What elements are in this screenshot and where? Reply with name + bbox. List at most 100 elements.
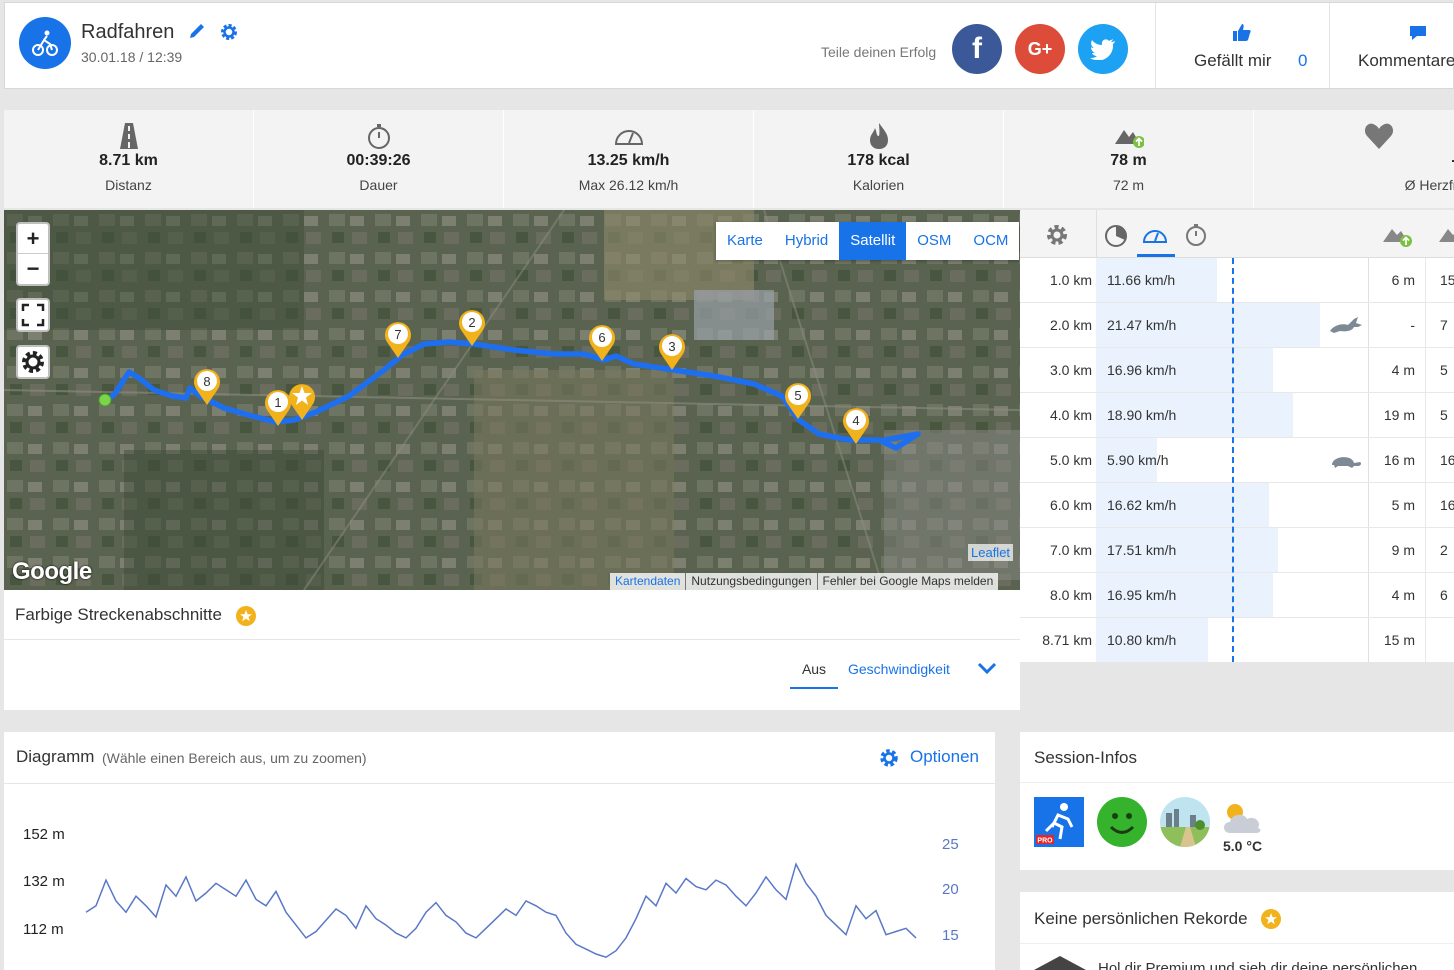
map-type-hybrid[interactable]: Hybrid xyxy=(784,232,829,249)
googleplus-share-button[interactable]: G+ xyxy=(1015,24,1065,74)
route-marker[interactable]: 6 xyxy=(586,321,618,363)
records-promo-text: Hol dir Premium und sieh dir deine persö… xyxy=(1098,960,1418,970)
stat-value: 13.25 km/h xyxy=(587,152,670,169)
map-settings-button[interactable] xyxy=(16,345,50,379)
split-elevation: 16 m xyxy=(1383,452,1415,468)
cycling-icon xyxy=(19,17,71,69)
activity-header: Radfahren 30.01.18 / 12:39 Teile deinen … xyxy=(4,2,1454,89)
stat-value: 78 m xyxy=(1110,152,1147,169)
premium-crown-icon xyxy=(1034,956,1086,970)
flame-icon xyxy=(864,122,894,150)
like-label: Gefällt mir xyxy=(1194,51,1272,70)
route-map[interactable]: 1 2 3 4 5 6 7 8 + − Karte Hybrid Satelli… xyxy=(4,210,1020,590)
route-marker[interactable]: 8 xyxy=(191,365,223,407)
speedometer-icon[interactable] xyxy=(1142,224,1168,246)
heart-icon xyxy=(1364,122,1394,150)
splits-table: 1.0 km 11.66 km/h 6 m 15 2.0 km 21.47 km/h -7 3… xyxy=(1020,210,1454,662)
rabbit-icon xyxy=(1330,317,1362,333)
leaflet-link[interactable]: Leaflet xyxy=(968,544,1014,561)
route-marker[interactable]: 1 xyxy=(262,386,294,428)
stopwatch-icon[interactable] xyxy=(1184,223,1208,247)
zoom-in-button[interactable]: + xyxy=(18,224,48,254)
y-axis-right-tick: 25 xyxy=(942,836,959,853)
y-axis-right-tick: 15 xyxy=(942,927,959,944)
stat-label: Distanz xyxy=(105,177,152,193)
split-speed-bar xyxy=(1096,573,1273,617)
segment-option-speed[interactable]: Geschwindigkeit xyxy=(848,661,950,677)
comments-label: Kommentare xyxy=(1358,51,1454,70)
map-type-satellit[interactable]: Satellit xyxy=(839,222,907,260)
segment-option-off[interactable]: Aus xyxy=(790,661,838,689)
terms-link[interactable]: Nutzungsbedingungen xyxy=(685,573,816,590)
colored-segments-panel: Farbige Streckenabschnitte Aus Geschwind… xyxy=(4,590,1020,710)
svg-text:2: 2 xyxy=(468,315,475,330)
svg-text:6: 6 xyxy=(598,330,605,345)
chevron-down-icon[interactable] xyxy=(976,660,998,676)
split-distance: 6.0 km xyxy=(1049,497,1092,513)
split-speed: 11.66 km/h xyxy=(1107,272,1176,288)
zoom-out-button[interactable]: − xyxy=(26,256,40,281)
like-button[interactable]: Gefällt mir 0 xyxy=(1155,3,1329,88)
facebook-share-button[interactable]: f xyxy=(952,24,1002,74)
route-marker[interactable]: 4 xyxy=(840,404,872,446)
stat-label: Kalorien xyxy=(852,177,905,193)
route-marker[interactable]: 5 xyxy=(782,379,814,421)
elevation-down-icon[interactable] xyxy=(1438,222,1454,248)
route-marker[interactable]: 2 xyxy=(456,306,488,348)
split-distance: 4.0 km xyxy=(1049,407,1092,423)
split-speed-bar xyxy=(1096,393,1293,437)
split-elevation-down xyxy=(1425,618,1454,662)
premium-star-icon xyxy=(1261,909,1281,929)
split-distance: 5.0 km xyxy=(1049,452,1092,468)
satellite-background xyxy=(4,210,1020,590)
stat-label: Max 26.12 km/h xyxy=(578,177,679,193)
split-distance: 1.0 km xyxy=(1049,272,1092,288)
split-row: 1.0 km 11.66 km/h 6 m 15 xyxy=(1020,258,1454,303)
split-elevation-down: 5 xyxy=(1425,348,1454,392)
stat-value: 178 kcal xyxy=(847,152,910,169)
y-axis-left-tick: 112 m xyxy=(23,921,64,938)
report-error-link[interactable]: Fehler bei Google Maps melden xyxy=(816,573,999,590)
gear-icon[interactable] xyxy=(219,22,239,42)
diagram-subtitle: (Wähle einen Bereich aus, um zu zoomen) xyxy=(102,750,367,766)
split-elevation: 19 m xyxy=(1383,407,1415,423)
comments-button[interactable]: Kommentare xyxy=(1329,3,1454,88)
twitter-share-button[interactable] xyxy=(1078,24,1128,74)
svg-text:1: 1 xyxy=(274,395,281,410)
map-data-link[interactable]: Kartendaten xyxy=(615,574,681,588)
records-panel: Keine persönlichen Rekorde Hol dir Premi… xyxy=(1020,892,1454,970)
split-distance: 3.0 km xyxy=(1049,362,1092,378)
split-speed: 5.90 km/h xyxy=(1107,452,1169,468)
stat-value: 00:39:26 xyxy=(346,152,411,169)
premium-star-icon xyxy=(236,606,256,626)
stat-heartrate: - Ø Herzfrequenz xyxy=(1254,110,1454,208)
stats-row: 8.71 km Distanz 00:39:26 Dauer 13.25 km/… xyxy=(4,110,1454,208)
split-elevation-down: 16 xyxy=(1425,438,1454,482)
split-speed-bar xyxy=(1096,483,1269,527)
elevation-up-icon[interactable] xyxy=(1382,222,1412,248)
map-type-karte[interactable]: Karte xyxy=(727,232,763,249)
highlight-star-marker[interactable] xyxy=(286,380,318,422)
split-elevation: 15 m xyxy=(1383,632,1415,648)
diagram-header: Diagramm (Wähle einen Bereich aus, um zu… xyxy=(4,732,995,784)
route-marker[interactable]: 3 xyxy=(656,330,688,372)
pace-chart-icon[interactable] xyxy=(1104,224,1128,248)
splits-header xyxy=(1020,210,1454,258)
map-type-osm[interactable]: OSM xyxy=(917,232,952,249)
split-speed: 16.96 km/h xyxy=(1107,362,1177,378)
pencil-icon[interactable] xyxy=(187,21,207,41)
route-marker[interactable]: 7 xyxy=(382,318,414,360)
stat-label: Dauer xyxy=(359,177,398,193)
fullscreen-button[interactable] xyxy=(16,298,50,332)
divider xyxy=(4,639,1020,640)
elevation-speed-chart[interactable] xyxy=(84,832,924,970)
split-elevation: 9 m xyxy=(1391,542,1415,558)
diagram-options-button[interactable]: Optionen xyxy=(910,747,979,766)
split-speed: 10.80 km/h xyxy=(1107,632,1177,648)
gear-icon[interactable] xyxy=(878,747,900,769)
gear-icon[interactable] xyxy=(1044,222,1070,248)
map-type-ocm[interactable]: OCM xyxy=(973,232,1009,249)
terrain-mixed-icon xyxy=(1160,797,1210,847)
stat-calories: 178 kcal Kalorien xyxy=(754,110,1004,208)
svg-text:5: 5 xyxy=(794,388,801,403)
